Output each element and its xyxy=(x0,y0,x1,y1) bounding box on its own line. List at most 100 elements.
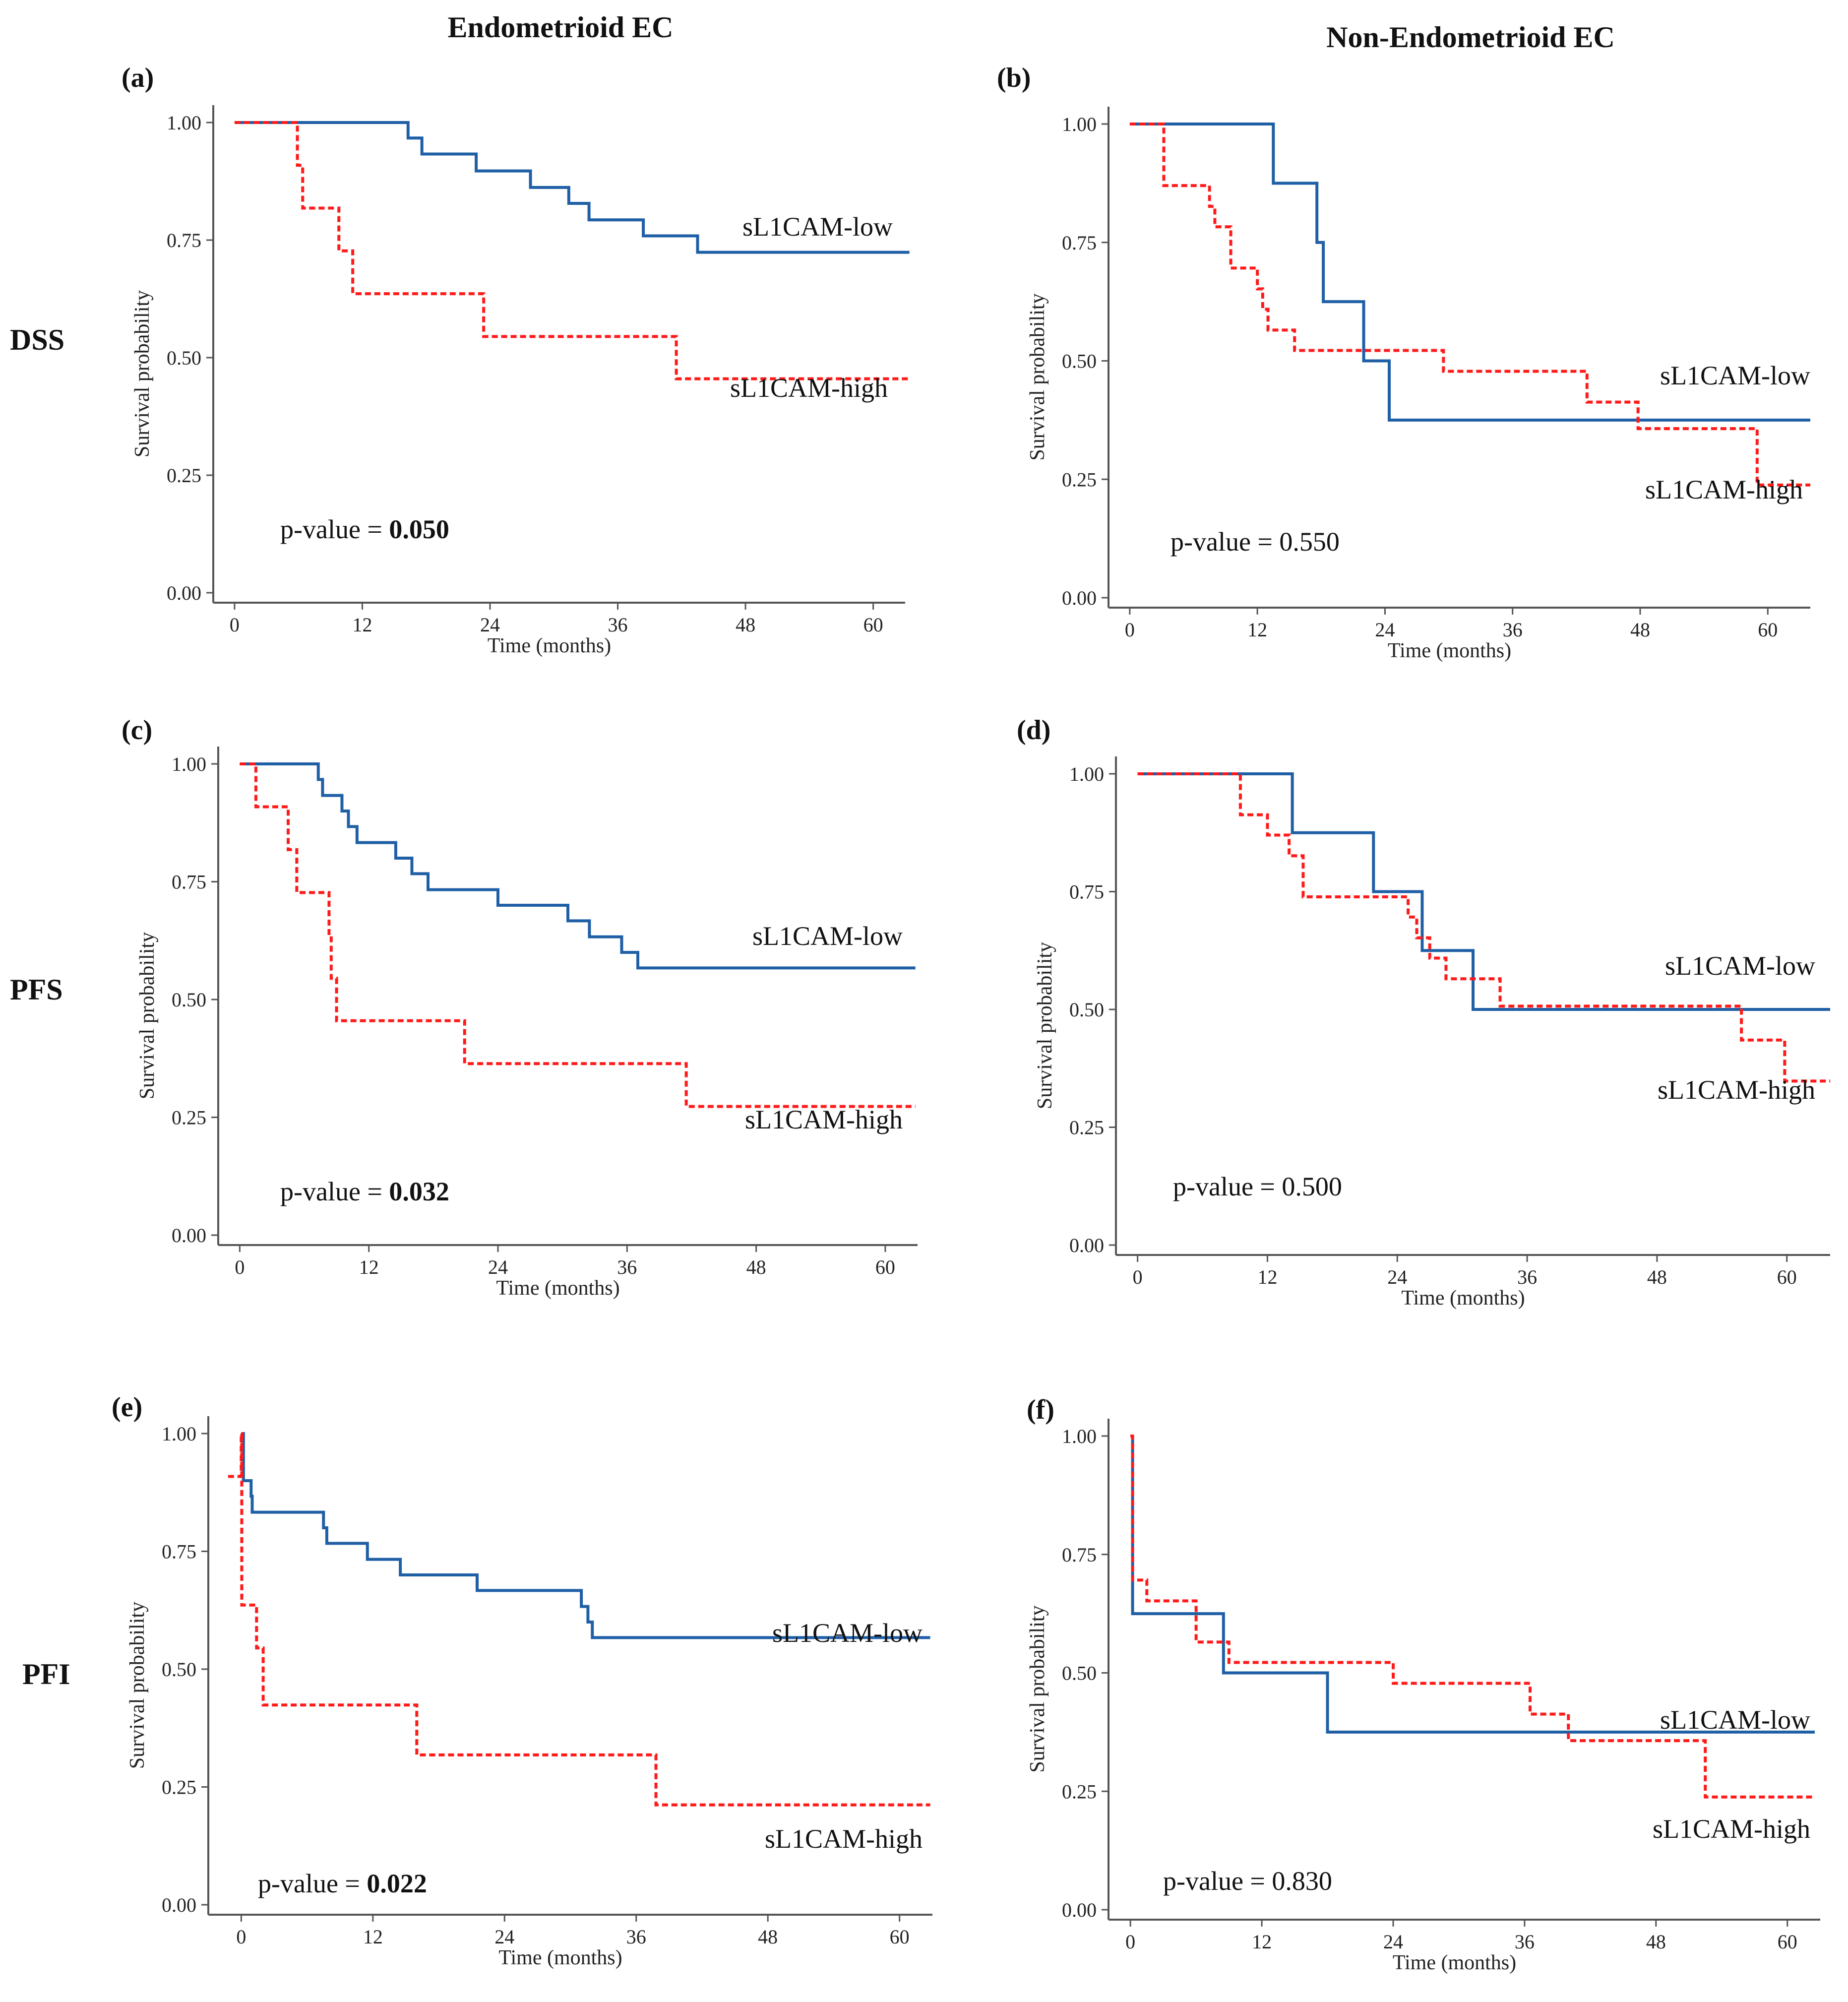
p-value-number: 0.022 xyxy=(367,1869,427,1898)
y-tick-label: 0.25 xyxy=(1062,468,1097,491)
series-label-low: sL1CAM-low xyxy=(752,921,903,951)
column-title-endometrioid: Endometrioid EC xyxy=(447,11,673,44)
x-tick-label: 24 xyxy=(494,1926,514,1948)
y-tick-label: 0.75 xyxy=(172,871,206,893)
x-tick-label: 48 xyxy=(1630,619,1650,641)
x-axis-title: Time (months) xyxy=(496,1277,619,1300)
series-line-low xyxy=(1129,123,1810,422)
x-tick-label: 0 xyxy=(230,614,240,636)
km-panel-c: (c) 0.00 0.25 0.50 0.75 1.00 0 12 24 36 48 60 Time (… xyxy=(122,715,918,1300)
y-tick-label: 0.25 xyxy=(162,1776,196,1799)
y-tick-label: 0.50 xyxy=(172,989,206,1011)
x-tick-label: 0 xyxy=(1125,619,1135,641)
p-value-text: p-value = 0.022 xyxy=(258,1869,427,1898)
y-tick-label: 0.50 xyxy=(1062,350,1097,373)
p-value-prefix: p-value = xyxy=(280,1177,389,1206)
p-value-text: p-value = 0.500 xyxy=(1173,1172,1342,1201)
x-tick-label: 0 xyxy=(235,1256,245,1278)
p-value-prefix: p-value = xyxy=(1163,1866,1272,1896)
y-tick-label: 0.25 xyxy=(167,464,201,487)
series-label-low: sL1CAM-low xyxy=(1660,361,1810,390)
y-axis-title: Survival probability xyxy=(1026,1605,1049,1772)
series-line-high xyxy=(234,121,910,380)
x-tick-label: 60 xyxy=(1777,1266,1797,1288)
x-tick-label: 60 xyxy=(1758,619,1778,641)
series-label-high: sL1CAM-high xyxy=(1645,475,1803,504)
x-tick-label: 24 xyxy=(488,1256,508,1278)
panel-label: (a) xyxy=(122,63,154,93)
km-panel-b: (b) 0.00 0.25 0.50 0.75 1.00 0 12 24 36 48 60 Time (… xyxy=(997,63,1810,662)
y-axis-title: Survival probability xyxy=(136,932,159,1099)
series-label-high: sL1CAM-high xyxy=(1653,1814,1810,1844)
x-tick-label: 12 xyxy=(1257,1266,1277,1288)
p-value-prefix: p-value = xyxy=(258,1869,367,1898)
y-tick-label: 0.00 xyxy=(1062,1899,1097,1921)
series-label-low: sL1CAM-low xyxy=(1660,1705,1810,1735)
series-line-high xyxy=(1129,123,1810,487)
x-tick-label: 48 xyxy=(736,614,755,636)
p-value-text: p-value = 0.550 xyxy=(1170,527,1340,557)
x-axis-title: Time (months) xyxy=(1401,1287,1525,1310)
y-tick-label: 0.00 xyxy=(167,582,201,604)
y-tick-label: 0.25 xyxy=(1062,1780,1097,1803)
y-tick-label: 1.00 xyxy=(1069,763,1104,785)
column-title-non-endometrioid: Non-Endometrioid EC xyxy=(1326,21,1615,54)
x-tick-label: 24 xyxy=(1375,619,1395,641)
x-tick-label: 0 xyxy=(1125,1931,1135,1953)
p-value-text: p-value = 0.830 xyxy=(1163,1866,1332,1896)
p-value-number: 0.550 xyxy=(1279,527,1340,557)
p-value-number: 0.830 xyxy=(1272,1866,1332,1896)
series-line-high xyxy=(1137,772,1830,1083)
x-tick-label: 12 xyxy=(352,614,372,636)
panel-label: (d) xyxy=(1017,715,1050,746)
x-tick-label: 24 xyxy=(1383,1931,1403,1953)
y-axis-title: Survival probability xyxy=(1026,293,1049,460)
series-line-high xyxy=(240,762,916,1108)
y-tick-label: 0.75 xyxy=(1062,1544,1097,1566)
x-axis-title: Time (months) xyxy=(1393,1951,1516,1974)
p-value-number: 0.032 xyxy=(389,1177,449,1206)
km-panel-f: (f) 0.00 0.25 0.50 0.75 1.00 0 12 24 36 48 60 Time (… xyxy=(1026,1394,1820,1974)
y-axis-title: Survival probability xyxy=(126,1602,149,1769)
panels-group: (a) 0.00 0.25 0.50 0.75 1.00 0 12 24 36 48 60 Time (… xyxy=(112,63,1830,1974)
x-axis-title: Time (months) xyxy=(1388,639,1511,662)
series-label-high: sL1CAM-high xyxy=(730,373,888,403)
x-tick-label: 60 xyxy=(875,1256,895,1278)
series-label-high: sL1CAM-high xyxy=(745,1105,903,1134)
y-tick-label: 1.00 xyxy=(1062,113,1097,135)
p-value-text: p-value = 0.050 xyxy=(280,514,449,544)
km-panel-a: (a) 0.00 0.25 0.50 0.75 1.00 0 12 24 36 48 60 Time (… xyxy=(122,63,910,657)
x-tick-label: 24 xyxy=(1387,1266,1407,1288)
y-tick-label: 0.50 xyxy=(167,347,201,369)
panel-label: (c) xyxy=(122,715,152,746)
y-tick-label: 0.75 xyxy=(167,229,201,251)
x-tick-label: 12 xyxy=(359,1256,379,1278)
y-tick-label: 0.75 xyxy=(1062,232,1097,254)
x-tick-label: 12 xyxy=(1247,619,1267,641)
y-axis-title: Survival probability xyxy=(131,290,154,457)
series-label-low: sL1CAM-low xyxy=(1665,951,1815,981)
x-tick-label: 36 xyxy=(608,614,628,636)
y-tick-label: 0.50 xyxy=(1062,1662,1097,1685)
x-tick-label: 48 xyxy=(1646,1931,1666,1953)
x-tick-label: 12 xyxy=(1252,1931,1272,1953)
y-tick-label: 1.00 xyxy=(1062,1425,1097,1447)
x-tick-label: 24 xyxy=(480,614,500,636)
x-tick-label: 60 xyxy=(890,1926,910,1948)
panel-label: (f) xyxy=(1027,1394,1054,1425)
x-tick-label: 12 xyxy=(363,1926,383,1948)
x-tick-label: 48 xyxy=(758,1926,778,1948)
y-tick-label: 1.00 xyxy=(162,1423,196,1445)
y-tick-label: 0.50 xyxy=(1069,999,1104,1021)
x-tick-label: 48 xyxy=(746,1256,766,1278)
x-tick-label: 36 xyxy=(626,1926,646,1948)
series-label-high: sL1CAM-high xyxy=(765,1824,923,1854)
series-line-low xyxy=(241,1432,930,1639)
x-tick-label: 60 xyxy=(863,614,883,636)
y-tick-label: 0.00 xyxy=(162,1894,196,1916)
series-label-low: sL1CAM-low xyxy=(742,212,893,242)
x-tick-label: 0 xyxy=(236,1926,246,1948)
x-tick-label: 48 xyxy=(1647,1266,1667,1288)
p-value-text: p-value = 0.032 xyxy=(280,1177,449,1206)
